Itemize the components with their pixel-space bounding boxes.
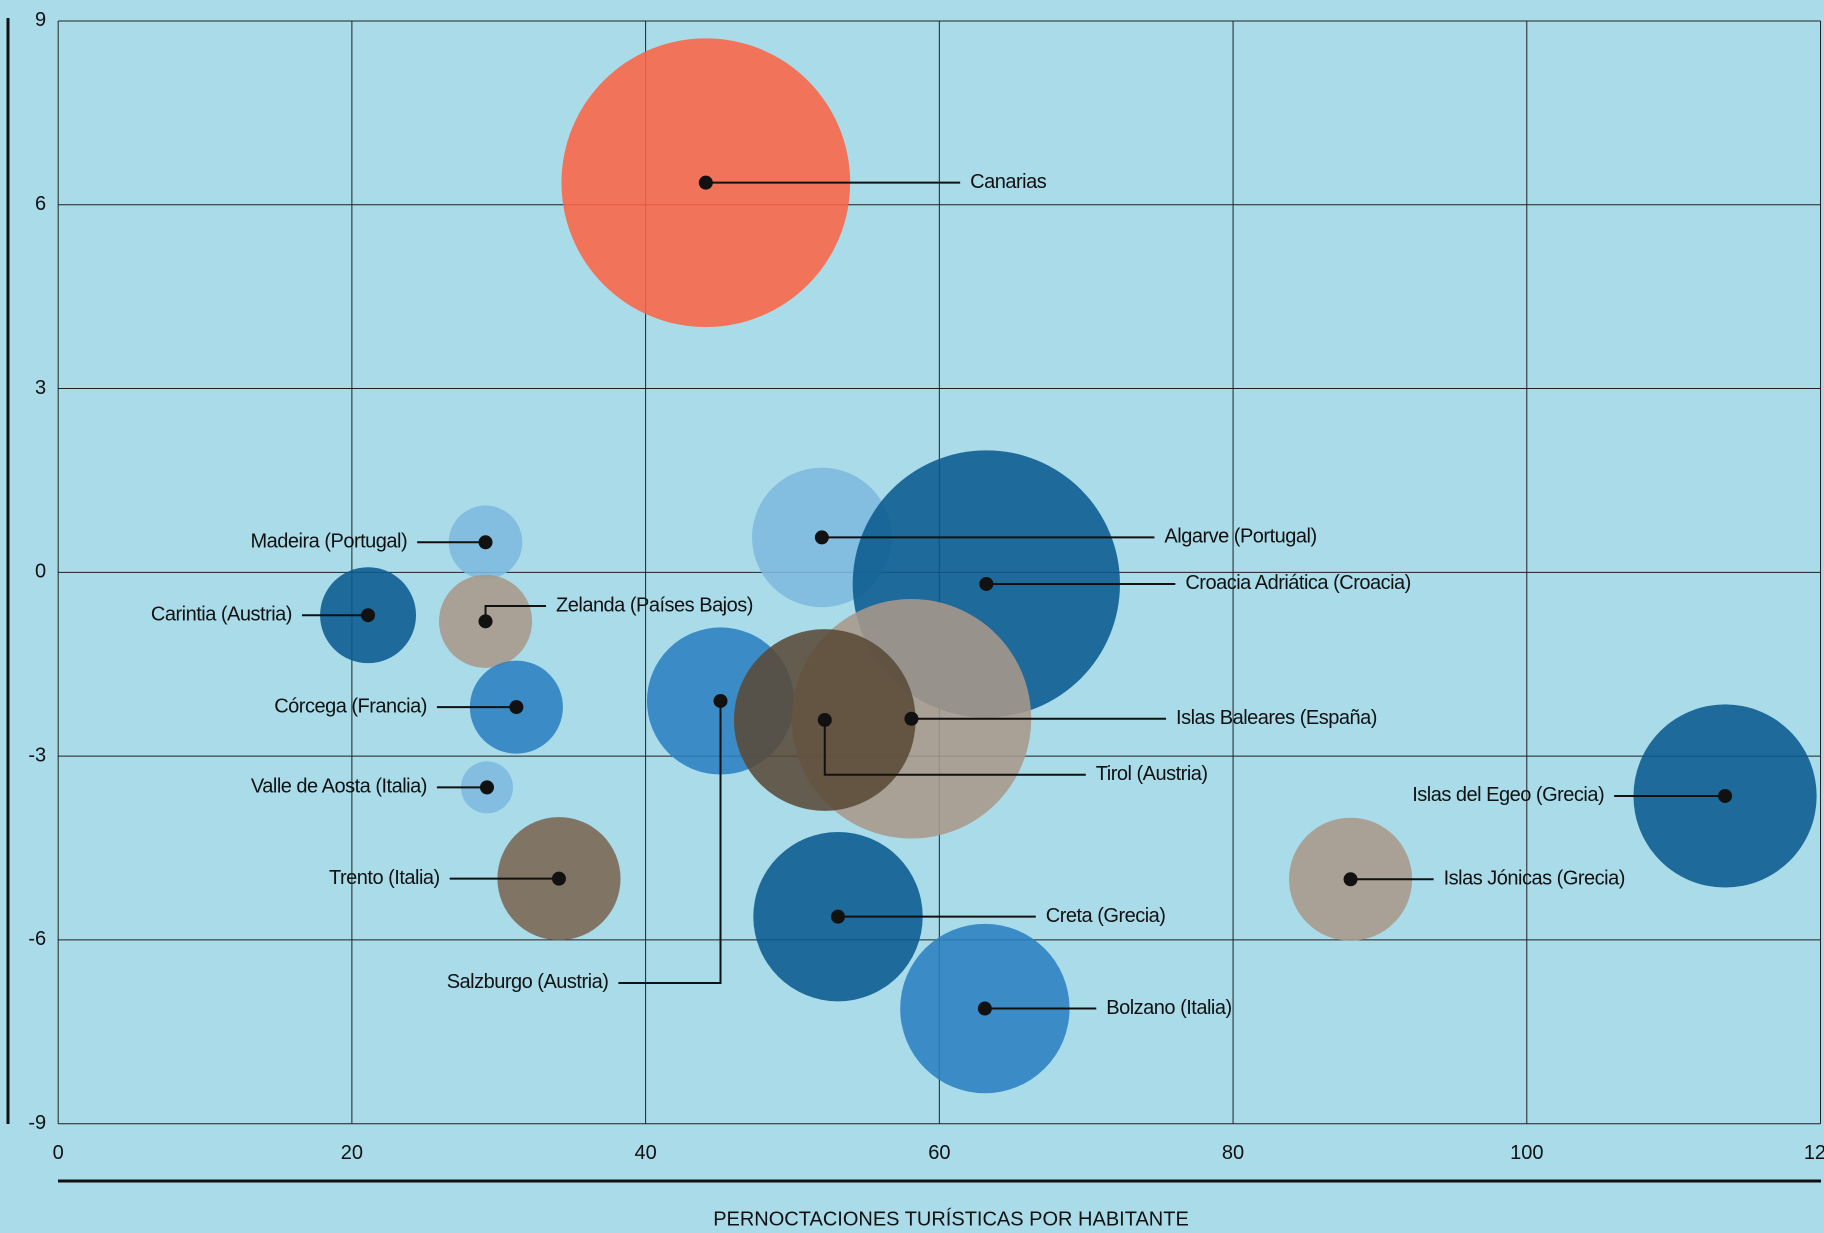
y-tick-label: -6 <box>28 928 46 950</box>
bubble-center <box>551 871 566 886</box>
bubble-center <box>979 576 994 591</box>
bubble-label: Carintia (Austria) <box>151 603 292 625</box>
bubble-center <box>831 909 846 924</box>
bubble-center <box>814 530 829 545</box>
y-tick-label: -9 <box>28 1112 46 1134</box>
x-tick-label: 20 <box>341 1142 363 1164</box>
y-tick-label: 0 <box>35 561 46 583</box>
x-tick-label: 40 <box>634 1142 656 1164</box>
bubble-label: Islas del Egeo (Grecia) <box>1412 784 1604 806</box>
bubble-center <box>1343 872 1358 887</box>
y-tick-label: 9 <box>35 9 46 31</box>
bubble-label: Bolzano (Italia) <box>1106 997 1231 1019</box>
bubble-center <box>977 1001 992 1016</box>
bubble-label: Salzburgo (Austria) <box>447 971 609 993</box>
y-tick-label: -3 <box>28 744 46 766</box>
bubble-label: Creta (Grecia) <box>1046 905 1166 927</box>
bubble-label: Zelanda (Países Bajos) <box>556 594 753 616</box>
leader-line <box>618 700 722 984</box>
bubble-label: Trento (Italia) <box>329 867 440 889</box>
bubble-center <box>478 535 493 550</box>
bubble-label: Valle de Aosta (Italia) <box>251 776 427 798</box>
y-tick-label: 6 <box>35 193 46 215</box>
x-axis-label: PERNOCTACIONES TURÍSTICAS POR HABITANTE <box>713 1207 1189 1230</box>
bubble-label: Croacia Adriática (Croacia) <box>1185 572 1410 594</box>
bubble-center <box>480 780 495 795</box>
bubble-label: Canarias <box>970 171 1047 193</box>
bubble-label: Madeira (Portugal) <box>251 531 408 553</box>
x-tick-label: 0 <box>53 1142 64 1164</box>
bubble-label: Islas Baleares (España) <box>1176 707 1377 729</box>
bubble-label: Tirol (Austria) <box>1096 763 1208 785</box>
bubble-center <box>713 693 728 708</box>
bubble-label: Islas Jónicas (Grecia) <box>1444 868 1625 890</box>
bubble-label: Córcega (Francia) <box>274 695 427 717</box>
bubble-center <box>1718 788 1733 803</box>
bubble-label: Algarve (Portugal) <box>1164 526 1316 548</box>
bubble-center <box>817 712 832 727</box>
y-tick-label: 3 <box>35 377 46 399</box>
leader-line <box>823 719 1086 776</box>
bubble-center <box>361 608 376 623</box>
bubble-center <box>509 700 524 715</box>
bubble-center <box>478 614 493 629</box>
x-tick-label: 100 <box>1510 1142 1543 1164</box>
x-tick-label: 120 <box>1804 1142 1824 1164</box>
bubble-center <box>698 175 713 190</box>
x-tick-label: 60 <box>928 1142 950 1164</box>
x-tick-label: 80 <box>1222 1142 1244 1164</box>
bubble-center <box>904 711 919 726</box>
